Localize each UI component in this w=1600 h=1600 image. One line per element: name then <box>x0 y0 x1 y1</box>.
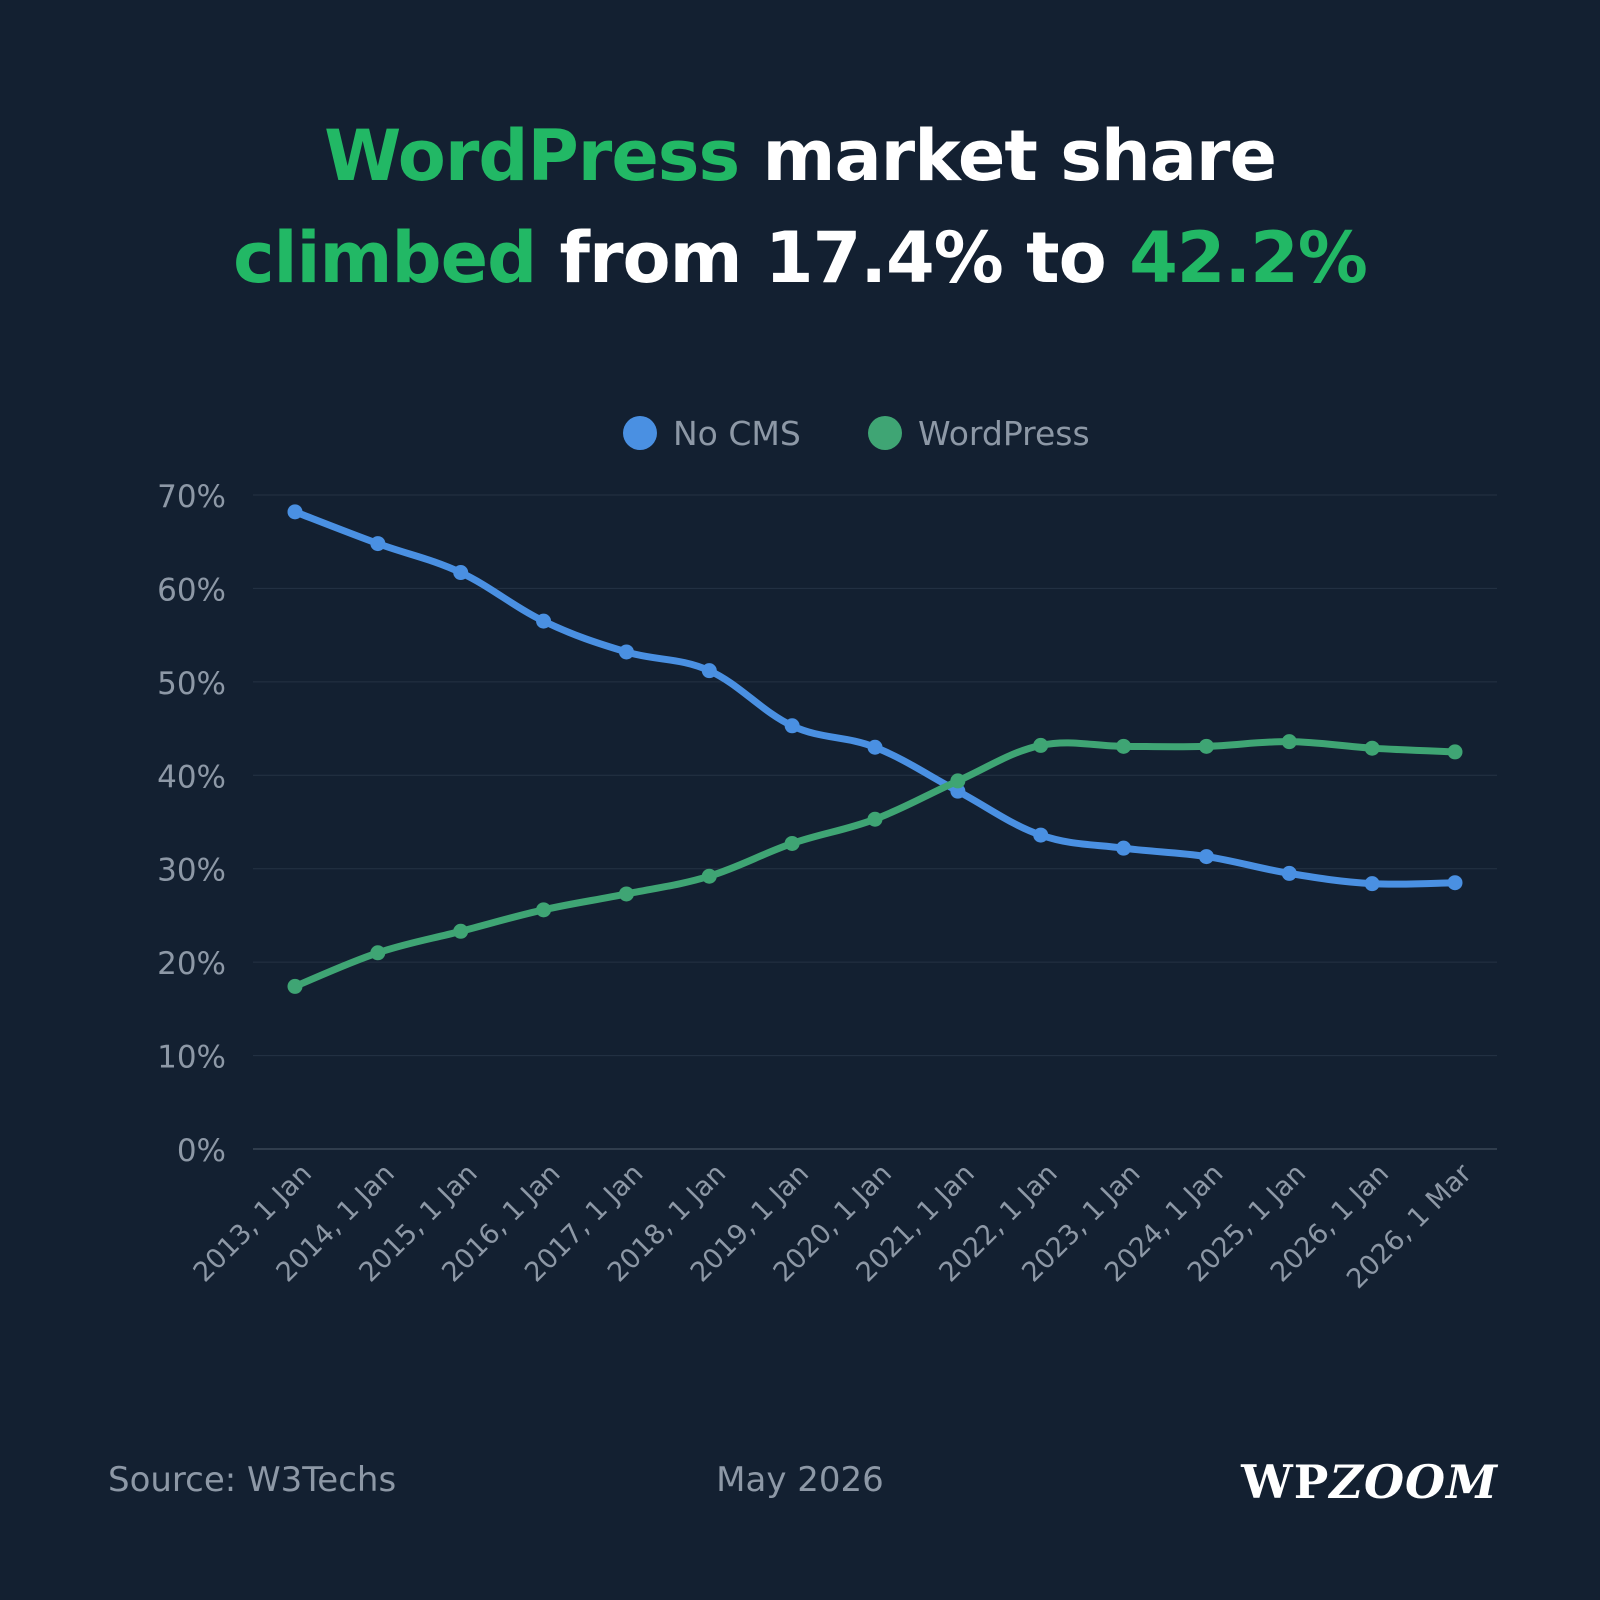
data-point-no-cms <box>618 644 634 660</box>
legend-label-wordpress: WordPress <box>918 414 1090 453</box>
data-point-wordpress <box>1447 744 1463 760</box>
y-tick-label: 50% <box>157 666 226 702</box>
data-point-wordpress <box>453 923 469 939</box>
series-line-no-cms <box>291 508 1459 888</box>
grid-lines <box>253 494 1497 1150</box>
y-axis: 0% 10% 20% 30% 40% 50% 60% 70% <box>157 479 226 1169</box>
data-point-no-cms <box>950 783 966 799</box>
data-point-no-cms <box>287 504 303 520</box>
data-point-no-cms <box>1198 849 1214 865</box>
line-chart: 0% 10% 20% 30% 40% 50% 60% 70% 2013, 1 Jan2014,… <box>157 414 1497 1295</box>
legend-marker-wordpress <box>868 416 902 450</box>
data-point-wordpress <box>1033 737 1049 753</box>
data-point-wordpress <box>1281 734 1297 750</box>
y-tick-label: 70% <box>157 479 226 515</box>
source-label: Source: W3Techs <box>108 1460 397 1500</box>
data-point-no-cms <box>536 613 552 629</box>
date-label: May 2026 <box>716 1460 884 1500</box>
data-point-no-cms <box>701 663 717 679</box>
data-point-wordpress <box>1198 738 1214 754</box>
data-point-wordpress <box>950 773 966 789</box>
data-point-wordpress <box>370 945 386 961</box>
title-highlight-climbed: climbed <box>233 217 537 299</box>
wpzoom-logo: WPZOOM <box>1241 1455 1498 1509</box>
title-highlight-wordpress: WordPress <box>324 115 740 197</box>
data-point-no-cms <box>1033 827 1049 843</box>
y-tick-label: 0% <box>177 1133 226 1169</box>
legend-label-no-cms: No CMS <box>673 414 801 453</box>
y-tick-label: 40% <box>157 759 226 795</box>
title-text-2: from 17.4% to <box>536 217 1130 299</box>
title-line-1: WordPress market share <box>0 105 1600 207</box>
data-point-wordpress <box>784 835 800 851</box>
title-line-2: climbed from 17.4% to 42.2% <box>0 207 1600 309</box>
legend: No CMS WordPress <box>623 414 1090 453</box>
data-point-no-cms <box>1116 840 1132 856</box>
series-lines <box>287 504 1463 994</box>
logo-text-wp: WP <box>1241 1455 1330 1509</box>
data-point-no-cms <box>784 718 800 734</box>
data-point-wordpress <box>701 868 717 884</box>
y-tick-label: 30% <box>157 853 226 889</box>
y-tick-label: 10% <box>157 1040 226 1076</box>
data-point-no-cms <box>453 565 469 581</box>
y-tick-label: 20% <box>157 946 226 982</box>
data-point-no-cms <box>370 536 386 552</box>
data-point-no-cms <box>1281 865 1297 881</box>
title-highlight-value: 42.2% <box>1129 217 1368 299</box>
data-point-no-cms <box>1447 875 1463 891</box>
data-point-wordpress <box>287 978 303 994</box>
series-line-wordpress <box>291 738 1459 990</box>
data-point-wordpress <box>1364 740 1380 756</box>
legend-marker-no-cms <box>623 416 657 450</box>
data-point-no-cms <box>867 739 883 755</box>
data-point-wordpress <box>867 811 883 827</box>
data-point-wordpress <box>618 886 634 902</box>
chart-title: WordPress market share climbed from 17.4… <box>0 105 1600 309</box>
data-point-no-cms <box>1364 876 1380 892</box>
title-text-1: market share <box>739 115 1277 197</box>
data-point-wordpress <box>1116 738 1132 754</box>
logo-text-zoom: ZOOM <box>1329 1455 1498 1509</box>
data-point-wordpress <box>536 902 552 918</box>
y-tick-label: 60% <box>157 572 226 608</box>
